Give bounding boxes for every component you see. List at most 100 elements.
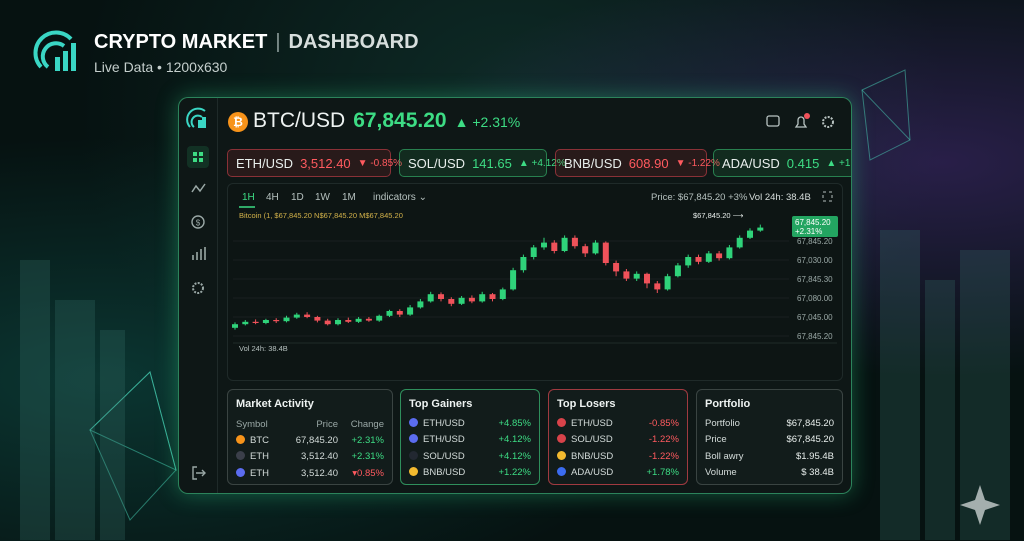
candle-body [324,320,331,325]
app-logo [33,30,76,71]
candle-body [613,263,620,272]
ticker-pill[interactable]: ADA/USD 0.415 ▲ +1.78% [713,149,851,177]
card-row: ETH/USD +4.85% [409,418,531,432]
card-row: ADA/USD +1.78% [557,466,680,481]
info-card: Portfolio Portfolio $67,845.20 Price $67,845… [696,389,843,485]
row-symbol: Portfolio [705,418,740,429]
candle-body [448,299,455,304]
ticker-pill[interactable]: BNB/USD 608.90 ▼ -1.22% [555,149,720,177]
marker-label: $67,845.20 ⟶ [693,211,745,220]
row-change: +4.12% [498,450,532,462]
candle-body [726,247,733,259]
candle-body [664,276,671,290]
row-label: SOL/USD [557,434,613,445]
candle-body [541,242,547,248]
title-separator: | [275,31,281,53]
candle-body [252,321,259,323]
candle-body [654,283,661,290]
candle-body [633,273,640,279]
price-tag-change: +2.31% [795,227,822,236]
y-axis-label: 67,030.00 [797,256,833,265]
row-label: ETH/USD [409,434,465,445]
ticker-pill[interactable]: SOL/USD 141.65 ▲ +4.12% [399,149,566,177]
timeframe-tab[interactable]: 4H [266,192,279,203]
row-change: $67,845.20 [786,434,834,446]
coin-icon [236,467,245,477]
candle-body [376,315,383,321]
candle-body [685,257,692,266]
expand-button[interactable] [822,191,833,202]
ticker-price: 0.415 [786,155,820,171]
row-label: ETH/USD [409,418,465,429]
row-change: +1.78% [646,466,680,478]
candle-body [530,247,537,257]
info-card: Top Losers ETH/USD -0.85% SOL/USD -1.22% BNB/… [548,389,688,485]
candle-body [551,242,558,251]
row-symbol: BTC [250,435,269,446]
row-label: Price [705,434,727,445]
row-change: -1.22% [648,450,679,462]
price-tag [792,216,838,237]
card-row: SOL/USD -1.22% [557,434,679,448]
timeframe-tab[interactable]: 1D [291,192,304,203]
row-symbol: ETH/USD [423,434,465,446]
coin-icon [557,466,566,476]
y-axis-label: 67,045.00 [797,313,833,322]
nav-stats[interactable] [192,247,206,260]
timeframe-tab[interactable]: 1W [315,192,331,203]
settings-button[interactable] [822,116,834,128]
column-header: Change [350,419,384,430]
candle-body [417,301,424,308]
candle-body [355,318,362,322]
card-row: Portfolio $67,845.20 [705,418,834,432]
candle-body [407,307,414,315]
timeframe-tab[interactable]: 1H [242,192,255,203]
card-row: BNB/USD -1.22% [557,450,679,465]
candle-body [438,294,444,299]
chart-legend: Bitcoin (1, $67,845.20 N$67,845.20 M$67,… [239,211,403,220]
row-symbol: ETH/USD [423,418,465,429]
nav-logout[interactable] [192,466,206,480]
nav-wallet[interactable] [191,215,205,229]
ticker-price: 608.90 [628,155,669,171]
volume-label: Vol 24h: 38.4B [239,344,288,353]
ticker-change: ▲ +4.12% [518,157,566,169]
main-change: ▲ +2.31% [454,114,521,130]
row-change: +1.22% [498,466,532,478]
card-title: Portfolio [705,398,751,410]
table-header: Symbol Price Change [236,419,384,433]
svg-text:₿: ₿ [233,115,243,129]
notifications-button[interactable] [794,116,808,128]
ticker-pair: SOL/USD [408,155,466,171]
coin-icon [409,434,418,444]
row-symbol: SOL/USD [423,450,465,462]
row-symbol: BNB/USD [571,450,614,462]
candle-body [757,227,764,231]
row-label: BTC [236,435,269,446]
main-ticker: BTC/USD 67,845.20 ▲ +2.31% [253,109,520,133]
candle-body [623,271,630,279]
nav-settings[interactable] [192,282,204,294]
row-label: ETH [236,467,269,479]
candle-body [273,320,280,322]
sidebar [179,98,218,493]
candle-body [396,311,403,315]
card-title: Top Losers [557,398,616,410]
row-symbol: ADA/USD [571,466,614,478]
nav-dashboard[interactable] [187,146,209,168]
candle-body [592,242,599,254]
header-actions [766,113,834,128]
candle-body [602,242,609,263]
indicators-menu[interactable]: indicators ⌄ [373,192,427,203]
timeframe-tab[interactable]: 1M [342,192,356,203]
nav-activity[interactable] [191,183,206,193]
app-caption: Live Data • 1200x630 [94,59,228,75]
wallet-button[interactable] [766,115,780,127]
card-title: Top Gainers [409,398,473,410]
ticker-pill[interactable]: ETH/USD 3,512.40 ▼ -0.85% [227,149,402,177]
column-header: Price [316,419,338,430]
row-price: 67,845.20 [295,435,338,446]
row-change: -1.22% [648,434,679,446]
main-pair: BTC/USD [253,109,346,132]
